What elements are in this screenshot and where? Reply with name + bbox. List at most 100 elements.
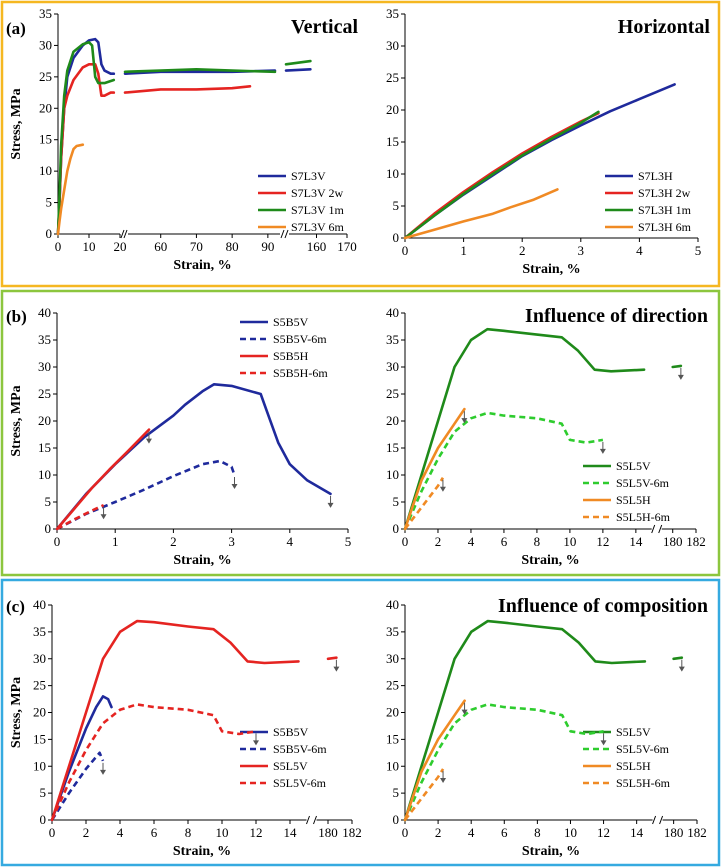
y-tick-label: 0 xyxy=(393,812,400,827)
fracture-arrow-head xyxy=(253,740,259,746)
y-tick-label: 5 xyxy=(393,785,400,800)
y-axis-label: Stress, MPa xyxy=(9,88,24,159)
x-tick-label: 10 xyxy=(216,825,229,840)
fracture-arrow-head xyxy=(599,448,606,454)
y-tick-label: 10 xyxy=(386,166,399,181)
fracture-arrow-head xyxy=(100,514,107,520)
legend-label: S7L3H xyxy=(638,169,673,183)
x-tick-label: 10 xyxy=(564,825,577,840)
series-s5b5h-6m: S5B5H-6m xyxy=(56,366,328,531)
axis-break-mark xyxy=(652,815,657,825)
series-line xyxy=(403,619,684,822)
panel-label: (c) xyxy=(6,597,25,616)
series-line xyxy=(403,110,600,240)
x-tick-label: 3 xyxy=(228,534,235,549)
y-tick-label: 10 xyxy=(386,467,399,482)
legend-label: S7L3V 2w xyxy=(291,186,343,200)
chart-title: Horizontal xyxy=(618,16,711,38)
legend-label: S7L3H 2w xyxy=(638,186,691,200)
series-s7l3h-6m: S7L3H 6m xyxy=(403,188,692,240)
series-line xyxy=(50,619,338,822)
series-line xyxy=(50,703,257,821)
series-s5b5v: S5B5V xyxy=(55,315,334,531)
y-tick-label: 5 xyxy=(393,198,400,213)
axis-break-mark xyxy=(120,229,125,239)
series-line xyxy=(403,699,466,822)
x-tick-label: 160 xyxy=(307,239,327,254)
y-tick-label: 0 xyxy=(393,521,400,536)
axis-break-mark xyxy=(280,229,285,239)
x-axis-label: Strain, % xyxy=(522,844,580,859)
axis-break-mark xyxy=(313,815,317,825)
fracture-arrow-head xyxy=(461,709,468,715)
axis-break-gap xyxy=(280,229,289,239)
axis-break-mark xyxy=(284,229,289,239)
panel-c-frame xyxy=(0,578,721,867)
x-tick-label: 8 xyxy=(534,825,541,840)
series-s5l5h-6m: S5L5H-6m xyxy=(403,768,671,821)
y-tick-label: 15 xyxy=(386,731,399,746)
x-tick-label: 1 xyxy=(460,243,467,258)
chart-title: Influence of direction xyxy=(525,305,708,327)
x-tick-label: 2 xyxy=(83,825,90,840)
x-tick-label: 12 xyxy=(596,534,609,549)
legend-label: S5L5H-6m xyxy=(616,776,671,790)
series-line xyxy=(403,411,604,530)
series-line xyxy=(50,695,113,822)
axis-break-mark xyxy=(658,524,663,534)
y-tick-label: 15 xyxy=(33,731,46,746)
x-tick-label: 180 xyxy=(663,534,683,549)
series-line xyxy=(55,428,151,531)
y-tick-label: 25 xyxy=(386,386,399,401)
legend-label: S7L3V 6m xyxy=(291,220,344,234)
x-tick-label: 14 xyxy=(629,534,643,549)
x-tick-label: 2 xyxy=(435,534,442,549)
x-tick-label: 8 xyxy=(185,825,192,840)
axis-break-mark xyxy=(651,524,656,534)
y-tick-label: 25 xyxy=(386,678,399,693)
x-tick-label: 10 xyxy=(563,534,576,549)
y-tick-label: 30 xyxy=(39,37,52,52)
chart-c-left: 0 5 10 15 20 25 30 35 40 0 2 4 6 8 10 12 14 180 182 Strain,… xyxy=(6,597,362,859)
x-tick-label: 0 xyxy=(402,825,409,840)
y-tick-label: 0 xyxy=(45,521,52,536)
x-tick-label: 0 xyxy=(402,243,409,258)
y-tick-label: 15 xyxy=(386,134,399,149)
y-tick-label: 25 xyxy=(386,70,399,85)
fracture-arrow-head xyxy=(333,666,340,672)
x-tick-label: 12 xyxy=(597,825,610,840)
y-tick-label: 35 xyxy=(386,332,399,347)
y-tick-label: 35 xyxy=(38,332,51,347)
x-axis-label: Strain, % xyxy=(173,844,231,859)
y-tick-label: 30 xyxy=(386,651,399,666)
x-tick-label: 5 xyxy=(345,534,352,549)
y-tick-label: 20 xyxy=(39,100,52,115)
fracture-arrow-head xyxy=(440,777,447,783)
x-tick-label: 0 xyxy=(49,825,56,840)
x-axis-label: Strain, % xyxy=(522,262,580,277)
y-tick-label: 20 xyxy=(38,413,51,428)
panel-label: (a) xyxy=(6,19,26,38)
panel-b-frame xyxy=(0,289,721,577)
y-tick-label: 10 xyxy=(38,467,51,482)
chart-title: Vertical xyxy=(291,16,358,38)
series-line xyxy=(50,751,105,821)
series-s5l5h: S5L5H xyxy=(403,407,651,531)
axis-break-gap xyxy=(120,229,128,239)
chart-a-left: 0 5 10 15 20 25 30 35 0 10 20 60 70 80 90 160 170 Strain,… xyxy=(6,6,358,273)
x-tick-label: 8 xyxy=(534,534,541,549)
fracture-arrow-head xyxy=(600,740,607,746)
series-line xyxy=(403,477,445,530)
series-line xyxy=(56,63,252,236)
series-s5b5h: S5B5H xyxy=(55,349,309,531)
x-tick-label: 6 xyxy=(501,534,508,549)
y-tick-label: 15 xyxy=(39,132,52,147)
x-tick-label: 60 xyxy=(154,239,167,254)
legend-label: S5L5H xyxy=(616,493,651,507)
y-tick-label: 5 xyxy=(40,785,47,800)
legend-label: S7L3H 6m xyxy=(638,220,692,234)
y-tick-label: 20 xyxy=(33,705,46,720)
panel-label: (b) xyxy=(6,307,27,326)
axis-break-mark xyxy=(659,815,664,825)
legend-label: S5L5V-6m xyxy=(616,742,670,756)
